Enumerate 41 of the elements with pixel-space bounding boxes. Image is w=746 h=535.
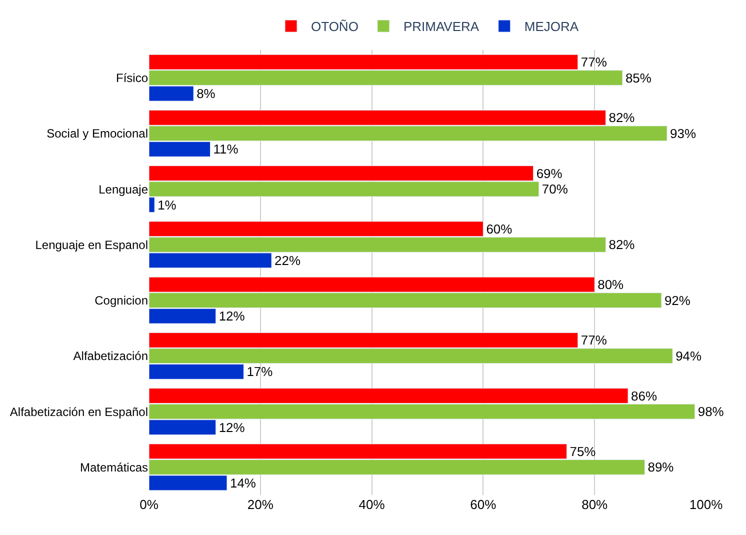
data-label: 69% <box>536 166 563 181</box>
data-label: 86% <box>631 388 658 404</box>
y-tick-label: Cognicion <box>94 294 148 308</box>
data-label: 12% <box>218 308 246 324</box>
data-label: 17% <box>246 364 274 380</box>
data-label: 8% <box>196 86 216 102</box>
x-tick-label: 100% <box>689 497 724 512</box>
y-tick-label: Alfabetización <box>73 349 148 364</box>
data-label: 89% <box>648 460 674 475</box>
x-tick-label: 60% <box>470 497 497 512</box>
legend-label: PRIMAVERA <box>403 19 480 34</box>
data-label: 80% <box>598 277 624 292</box>
data-label: 70% <box>542 182 568 197</box>
x-tick-label: 40% <box>358 497 386 512</box>
data-label: 82% <box>608 237 636 252</box>
data-label: 11% <box>213 142 239 157</box>
x-tick-label: 20% <box>247 497 274 512</box>
data-label: 60% <box>486 221 513 236</box>
y-tick-label: Alfabetización en Español <box>10 404 148 419</box>
data-label: 12% <box>218 420 246 435</box>
data-label: 77% <box>580 332 608 348</box>
data-label: 1% <box>158 197 177 212</box>
data-label: 93% <box>670 126 696 141</box>
data-label: 82% <box>608 110 636 126</box>
y-tick-label: Social y Emocional <box>46 126 148 141</box>
data-label: 75% <box>570 444 596 459</box>
y-tick-label: Matemáticas <box>80 460 148 474</box>
y-tick-label: Lenguaje <box>98 182 148 196</box>
legend-label: OTOÑO <box>311 19 358 34</box>
data-label: 14% <box>230 475 256 490</box>
y-tick-label: Físico <box>116 71 148 86</box>
data-label: 77% <box>580 54 608 70</box>
data-label: 98% <box>698 404 724 420</box>
data-label: 85% <box>625 70 652 86</box>
y-tick-label: Lenguaje en Espanol <box>35 238 148 252</box>
legend-label: MEJORA <box>524 19 579 34</box>
x-tick-label: 80% <box>582 497 608 512</box>
data-label: 94% <box>676 348 702 364</box>
data-label: 92% <box>664 292 691 308</box>
x-tick-label: 0% <box>140 497 159 512</box>
data-label: 22% <box>274 252 301 268</box>
